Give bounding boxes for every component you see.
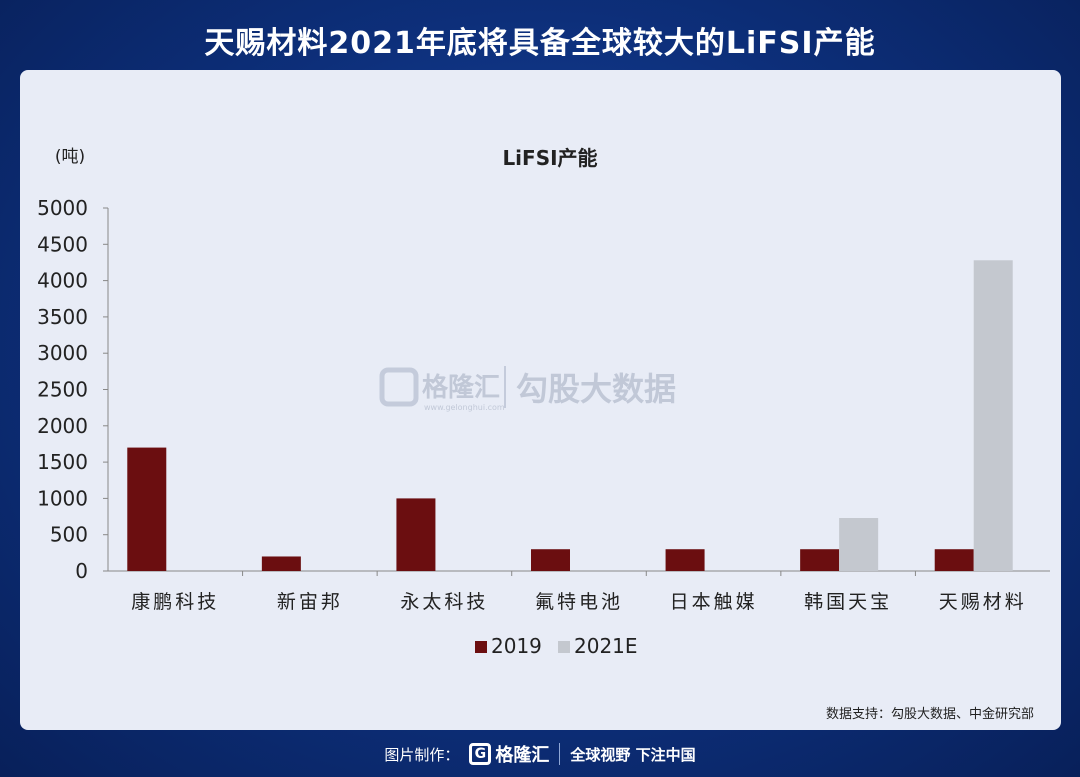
chart-title: LiFSI产能 bbox=[502, 146, 597, 170]
source-note: 数据支持：勾股大数据、中金研究部 bbox=[826, 706, 1034, 722]
y-tick-label: 0 bbox=[75, 559, 88, 583]
y-tick-label: 4000 bbox=[37, 269, 88, 293]
y-tick-label: 1500 bbox=[37, 450, 88, 474]
watermark-label: 勾股大数据 bbox=[516, 370, 676, 408]
footer-logo: G 格隆汇 bbox=[469, 741, 549, 767]
bar-2021E-7 bbox=[973, 260, 1013, 571]
x-tick-label: 新宙邦 bbox=[277, 591, 343, 613]
y-tick-label: 4500 bbox=[37, 232, 88, 256]
x-tick-label: 永太科技 bbox=[400, 591, 488, 613]
bar-chart: 格隆汇 www.gelonghui.com 勾股大数据 (吨) LiFSI产能 … bbox=[37, 146, 1050, 722]
bar-2019-7 bbox=[934, 549, 974, 571]
footer-slogan: 全球视野 下注中国 bbox=[570, 745, 696, 764]
y-tick-label: 2000 bbox=[37, 414, 88, 438]
watermark-divider bbox=[504, 366, 506, 408]
y-tick-label: 3000 bbox=[37, 341, 88, 365]
watermark-brand: 格隆汇 bbox=[422, 372, 500, 403]
bar-2021E-6 bbox=[839, 518, 879, 571]
y-axis-unit-label: (吨) bbox=[55, 147, 85, 167]
watermark-logo-icon bbox=[379, 367, 419, 407]
footer-brand: 格隆汇 bbox=[495, 745, 550, 766]
y-tick-label: 2500 bbox=[37, 378, 88, 402]
footer: 图片制作： G 格隆汇 全球视野 下注中国 bbox=[0, 738, 1080, 770]
y-tick-label: 5000 bbox=[37, 196, 88, 220]
footer-divider bbox=[559, 743, 561, 765]
x-tick-label: 韩国天宝 bbox=[804, 591, 892, 613]
watermark: 格隆汇 www.gelonghui.com 勾股大数据 bbox=[379, 366, 676, 412]
y-tick-label: 500 bbox=[50, 523, 88, 547]
bar-2019-4 bbox=[531, 549, 570, 571]
x-tick-label: 日本触媒 bbox=[670, 591, 758, 613]
bar-2019-6 bbox=[800, 549, 840, 571]
legend-swatch-2019 bbox=[475, 641, 487, 653]
chart-card: 格隆汇 www.gelonghui.com 勾股大数据 (吨) LiFSI产能 … bbox=[20, 70, 1061, 730]
bar-2019-1 bbox=[127, 447, 167, 571]
legend-label-2021E: 2021E bbox=[574, 634, 638, 658]
brand-logo-icon: G bbox=[469, 743, 492, 765]
x-tick-label: 康鹏科技 bbox=[131, 591, 219, 613]
bar-2019-2 bbox=[261, 556, 301, 571]
x-tick-label: 氟特电池 bbox=[535, 591, 623, 613]
bar-2019-3 bbox=[396, 498, 436, 571]
legend-swatch-2021E bbox=[558, 641, 570, 653]
y-tick-label: 1000 bbox=[37, 486, 88, 510]
footer-made-by: 图片制作： bbox=[384, 745, 460, 764]
y-tick-label: 3500 bbox=[37, 305, 88, 329]
page-title: 天赐材料2021年底将具备全球较大的LiFSI产能 bbox=[204, 26, 876, 61]
legend-label-2019: 2019 bbox=[491, 634, 542, 658]
x-tick-label: 天赐材料 bbox=[939, 591, 1027, 613]
watermark-site: www.gelonghui.com bbox=[424, 403, 505, 412]
bar-2019-5 bbox=[665, 549, 705, 571]
